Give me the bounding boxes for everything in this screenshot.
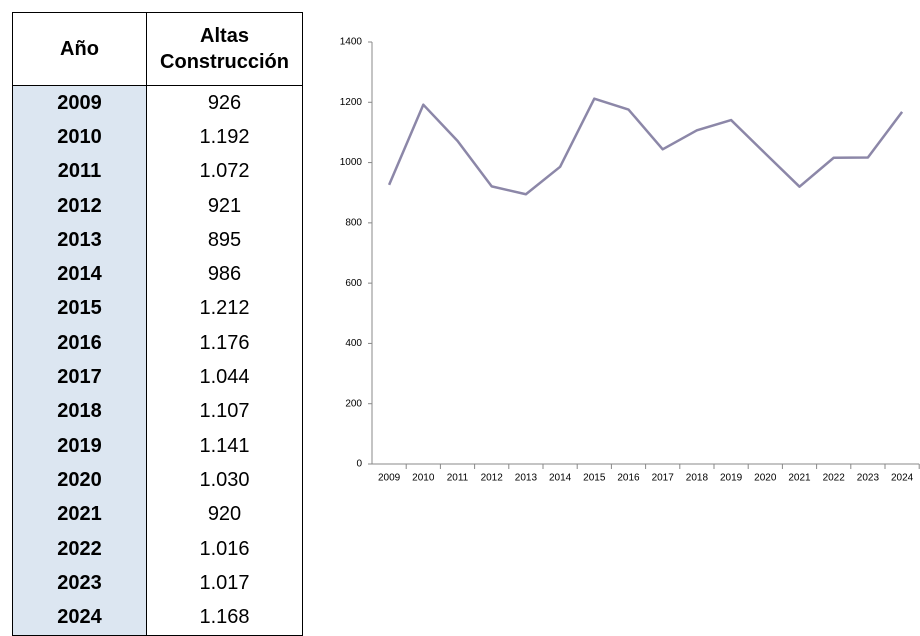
year-cell: 2015 bbox=[12, 291, 147, 327]
year-cell: 2022 bbox=[12, 531, 147, 567]
value-cell: 1.072 bbox=[146, 154, 303, 189]
x-tick-label: 2019 bbox=[720, 473, 743, 484]
data-line bbox=[387, 97, 904, 196]
value-cell: 1.107 bbox=[146, 394, 303, 429]
x-tick-label: 2014 bbox=[549, 473, 572, 484]
year-cell: 2021 bbox=[12, 497, 147, 532]
x-tick-label: 2010 bbox=[412, 473, 435, 484]
table-row: 2019 1.141 bbox=[12, 428, 303, 464]
table-row: 2013 895 bbox=[12, 223, 303, 258]
x-tick-label: 2023 bbox=[857, 473, 880, 484]
table-row: 2011 1.072 bbox=[12, 154, 303, 189]
y-tick-label: 400 bbox=[345, 338, 362, 349]
table-row: 2023 1.017 bbox=[12, 566, 303, 601]
x-tick-label: 2013 bbox=[515, 473, 538, 484]
value-cell: 1.044 bbox=[146, 360, 303, 395]
year-cell: 2011 bbox=[12, 154, 147, 189]
table-row: 2022 1.016 bbox=[12, 531, 303, 567]
header-line: Altas bbox=[200, 25, 249, 47]
value-cell: 986 bbox=[146, 257, 303, 292]
year-cell: 2019 bbox=[12, 428, 147, 464]
x-tick-label: 2016 bbox=[617, 473, 640, 484]
table-row: 2015 1.212 bbox=[12, 291, 303, 327]
year-cell: 2013 bbox=[12, 223, 147, 258]
table-row: 2017 1.044 bbox=[12, 360, 303, 395]
year-cell: 2023 bbox=[12, 566, 147, 601]
x-tick-label: 2015 bbox=[583, 473, 606, 484]
year-cell: 2009 bbox=[12, 85, 147, 121]
y-tick-label: 800 bbox=[345, 217, 362, 228]
value-cell: 1.192 bbox=[146, 120, 303, 155]
header-line: Construcción bbox=[160, 51, 289, 73]
year-cell: 2014 bbox=[12, 257, 147, 292]
value-cell: 1.030 bbox=[146, 463, 303, 498]
y-tick-label: 200 bbox=[345, 398, 362, 409]
header-line: Año bbox=[60, 38, 99, 60]
table-row: 2020 1.030 bbox=[12, 463, 303, 498]
x-tick-label: 2022 bbox=[823, 473, 846, 484]
value-cell: 920 bbox=[146, 497, 303, 532]
table-row: 2012 921 bbox=[12, 188, 303, 224]
table-row: 2014 986 bbox=[12, 257, 303, 292]
value-cell: 1.212 bbox=[146, 291, 303, 327]
y-tick-label: 1200 bbox=[340, 97, 363, 108]
x-tick-label: 2009 bbox=[378, 473, 401, 484]
year-cell: 2017 bbox=[12, 360, 147, 395]
x-tick-label: 2024 bbox=[891, 473, 914, 484]
year-cell: 2020 bbox=[12, 463, 147, 498]
table-row: 2018 1.107 bbox=[12, 394, 303, 429]
y-tick-label: 1000 bbox=[340, 157, 363, 168]
header-cell: Año bbox=[12, 12, 147, 86]
year-cell: 2012 bbox=[12, 188, 147, 224]
y-tick-label: 1400 bbox=[340, 37, 363, 48]
y-tick-label: 600 bbox=[345, 278, 362, 289]
value-cell: 1.141 bbox=[146, 428, 303, 464]
table-row: 2021 920 bbox=[12, 497, 303, 532]
x-tick-label: 2012 bbox=[481, 473, 504, 484]
y-tick-label: 0 bbox=[356, 459, 362, 470]
value-cell: 926 bbox=[146, 85, 303, 121]
x-tick-label: 2017 bbox=[652, 473, 675, 484]
table-row: 2009 926 bbox=[12, 85, 303, 121]
year-cell: 2016 bbox=[12, 326, 147, 361]
x-tick-label: 2021 bbox=[788, 473, 811, 484]
table-row: 2016 1.176 bbox=[12, 326, 303, 361]
value-cell: 1.016 bbox=[146, 531, 303, 567]
header-cell: Altas Construcción bbox=[146, 12, 303, 86]
value-cell: 1.017 bbox=[146, 566, 303, 601]
value-cell: 895 bbox=[146, 223, 303, 258]
table-row: 2010 1.192 bbox=[12, 120, 303, 155]
year-cell: 2018 bbox=[12, 394, 147, 429]
value-cell: 921 bbox=[146, 188, 303, 224]
x-tick-label: 2011 bbox=[447, 473, 469, 484]
year-cell: 2010 bbox=[12, 120, 147, 155]
value-cell: 1.176 bbox=[146, 326, 303, 361]
x-tick-label: 2018 bbox=[686, 473, 709, 484]
x-tick-label: 2020 bbox=[754, 473, 777, 484]
